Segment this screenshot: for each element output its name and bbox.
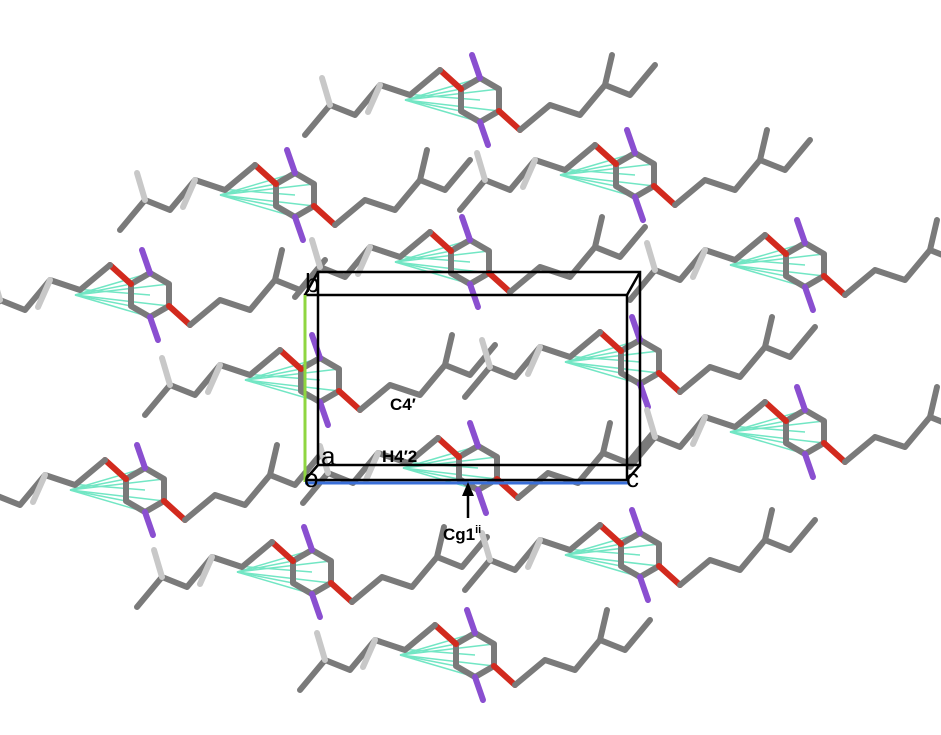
cell-back xyxy=(316,270,642,467)
centroid-name: Cg1 xyxy=(443,525,475,544)
molecule xyxy=(465,510,815,600)
cell-edge xyxy=(304,464,319,481)
molecule xyxy=(630,387,941,477)
molecule xyxy=(0,250,325,340)
cell-edge xyxy=(303,271,320,296)
molecule xyxy=(303,423,653,513)
molecule xyxy=(0,445,320,535)
molecule xyxy=(300,610,650,700)
molecule xyxy=(305,55,655,145)
atom-label: C4′ xyxy=(390,395,416,414)
cell-edge xyxy=(626,464,641,481)
molecules xyxy=(0,55,941,700)
molecule xyxy=(460,130,810,220)
centroid-label: Cg1ii xyxy=(443,524,481,544)
arrow-head xyxy=(462,482,474,496)
axis-label: c xyxy=(626,463,639,493)
molecule xyxy=(137,527,487,617)
molecule xyxy=(120,150,470,240)
unit-cell xyxy=(303,270,642,482)
molecule xyxy=(145,335,495,425)
centroid-symmetry: ii xyxy=(475,524,481,536)
axis-label: a xyxy=(321,441,336,471)
cell-edge xyxy=(625,271,642,296)
atom-label: H4′2 xyxy=(382,447,417,466)
molecule xyxy=(630,220,941,310)
axis-label: o xyxy=(304,463,318,493)
axis-label: b xyxy=(305,268,319,298)
molecule xyxy=(295,217,645,307)
